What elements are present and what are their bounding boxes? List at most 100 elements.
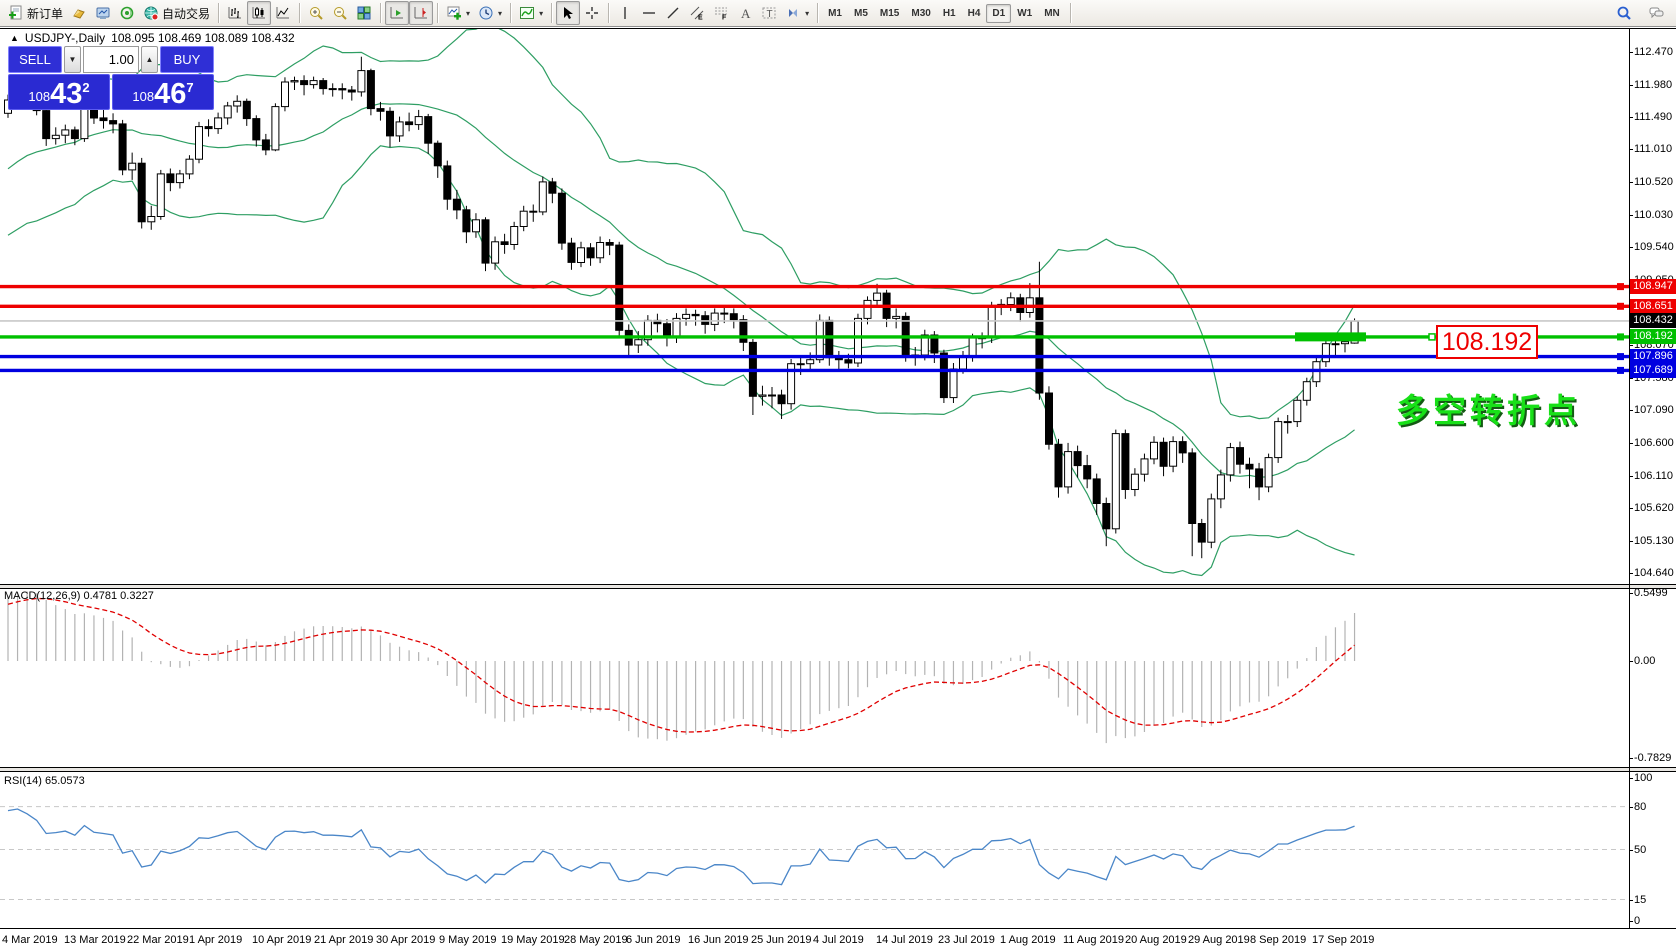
candle-body <box>443 165 452 200</box>
cursor-button[interactable] <box>556 1 581 25</box>
indicators-button[interactable]: ▾ <box>515 1 547 25</box>
search-button[interactable] <box>1612 1 1636 25</box>
chat-button[interactable] <box>1644 1 1668 25</box>
candle-body <box>1006 297 1015 305</box>
line-endpoint-handle[interactable] <box>1617 283 1624 291</box>
price-level-badge: 108.947 <box>1630 279 1676 294</box>
print-preview-button[interactable] <box>91 1 115 25</box>
candle-body <box>1226 447 1235 476</box>
monitor-icon <box>96 7 110 19</box>
line-endpoint-handle[interactable] <box>1617 302 1624 310</box>
tiles-icon <box>357 6 371 20</box>
auto-scroll-button[interactable] <box>385 1 410 25</box>
trendline-button[interactable] <box>661 1 685 25</box>
fibonacci-button[interactable]: F <box>709 1 733 25</box>
arrows-button[interactable]: ▾ <box>781 1 813 25</box>
timeframe-d1-button[interactable]: D1 <box>986 3 1012 23</box>
new-chart-button[interactable]: ▾ <box>442 1 474 25</box>
pivot-note-text[interactable]: 多空转折点 <box>1396 392 1581 429</box>
vertical-line-button[interactable] <box>613 1 637 25</box>
vline-icon <box>624 7 626 19</box>
timeframe-h1-button[interactable]: H1 <box>942 7 956 19</box>
price-tick-mark <box>1629 378 1633 379</box>
volume-input[interactable] <box>84 51 138 68</box>
profiles-button[interactable]: ▾ <box>474 1 506 25</box>
crosshair-button[interactable] <box>580 1 604 25</box>
panel-splitter[interactable] <box>0 584 1676 589</box>
candle-body <box>796 363 805 366</box>
trend-icon <box>667 7 679 19</box>
autotrading-button[interactable]: 自动交易 <box>139 1 214 25</box>
svg-text:T: T <box>767 9 773 20</box>
candle-body <box>1169 441 1178 467</box>
rsi-tick-mark <box>1629 921 1633 922</box>
candle-body <box>1236 447 1244 465</box>
chat-icon <box>1649 7 1664 19</box>
macd-tick-label: 0.5499 <box>1634 587 1668 599</box>
candle-body <box>118 123 127 171</box>
timeframe-w1-button[interactable]: W1 <box>1017 7 1033 19</box>
sell-price-display[interactable]: 108 43 2 <box>8 74 110 110</box>
chart-shift-button[interactable] <box>409 1 434 25</box>
line-endpoint-handle[interactable] <box>1617 353 1624 361</box>
timeframe-mn-button[interactable]: MN <box>1044 7 1060 19</box>
toolbar-separator <box>299 3 301 23</box>
volume-decrease-button[interactable]: ▼ <box>64 46 81 73</box>
rsi-indicator-chart <box>0 806 1629 900</box>
styles-button[interactable] <box>67 1 91 25</box>
candle-body <box>701 315 710 325</box>
candle-body <box>567 242 576 263</box>
globe-icon <box>144 6 159 21</box>
cursor-icon <box>564 7 574 19</box>
buy-button[interactable]: BUY <box>160 46 214 73</box>
candle-body <box>214 117 223 130</box>
price-axis-line <box>1629 28 1630 929</box>
candle-body <box>128 162 137 171</box>
tile-windows-button[interactable] <box>352 1 376 25</box>
clock-icon <box>479 6 493 20</box>
line-endpoint-handle[interactable] <box>1617 366 1624 374</box>
date-tick-label: 29 Aug 2019 <box>1188 934 1250 946</box>
line-endpoint-handle[interactable] <box>1617 333 1624 341</box>
candle-body <box>309 80 318 86</box>
date-tick-label: 28 May 2019 <box>564 934 628 946</box>
zoom-out-button[interactable] <box>328 1 352 25</box>
timeframe-m1-button[interactable]: M1 <box>828 7 842 19</box>
panel-splitter[interactable] <box>0 767 1676 772</box>
candle-body <box>873 292 882 301</box>
zoom-in-button[interactable] <box>304 1 328 25</box>
candle-body <box>233 100 242 107</box>
equidistant-channel-button[interactable]: E <box>685 1 709 25</box>
date-tick-label: 20 Aug 2019 <box>1125 934 1187 946</box>
candle-body <box>1121 433 1130 491</box>
collapse-arrow-icon[interactable]: ▲ <box>10 33 19 43</box>
new-order-button[interactable]: 新订单 <box>4 1 67 25</box>
timeframe-m30-button[interactable]: M30 <box>911 7 931 19</box>
candle-body <box>863 299 872 319</box>
timeframe-m15-button[interactable]: M15 <box>879 7 900 19</box>
bollinger-middle-band <box>7 102 1355 478</box>
label-anchor-handle[interactable] <box>1428 333 1436 341</box>
timeframe-h4-button[interactable]: H4 <box>967 7 981 19</box>
candlestick-chart-button[interactable] <box>247 1 272 25</box>
candle-body <box>1054 443 1063 488</box>
sell-button[interactable]: SELL <box>8 46 62 73</box>
text-button[interactable]: A <box>733 1 757 25</box>
buy-price-display[interactable]: 108 46 7 <box>112 74 214 110</box>
signals-button[interactable] <box>115 1 139 25</box>
candle-body <box>395 121 404 137</box>
rsi-tick-mark <box>1629 900 1633 901</box>
bar-chart-button[interactable] <box>223 1 247 25</box>
line-chart-button[interactable] <box>271 1 295 25</box>
date-tick-label: 21 Apr 2019 <box>314 934 374 946</box>
candle-body <box>806 359 815 365</box>
text-label-button[interactable]: T <box>757 1 781 25</box>
signal-icon <box>120 6 134 20</box>
timeframe-m5-button[interactable]: M5 <box>854 7 868 19</box>
volume-increase-button[interactable]: ▲ <box>141 46 158 73</box>
candle-body <box>987 305 996 339</box>
horizontal-line-button[interactable] <box>637 1 661 25</box>
price-annotation-box[interactable]: 108.192 <box>1436 325 1538 359</box>
price-tick-mark <box>1629 182 1633 183</box>
